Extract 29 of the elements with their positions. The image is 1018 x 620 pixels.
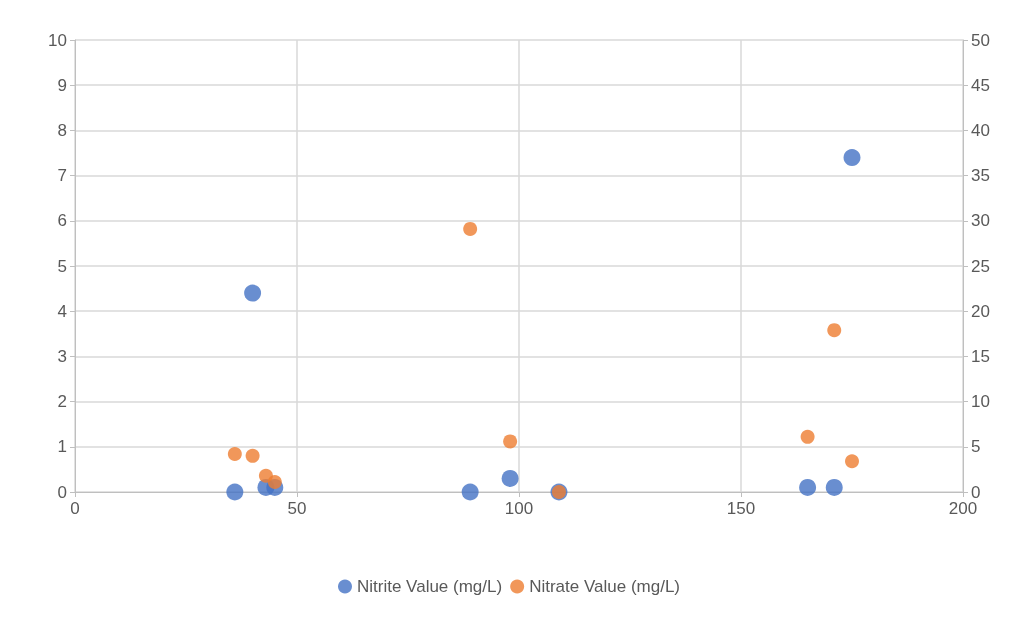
- y2-tick-label: 10: [971, 392, 990, 412]
- y2-tick-label: 35: [971, 166, 990, 186]
- y-tick-label: 2: [57, 392, 67, 412]
- y-tick-label: 3: [57, 346, 67, 366]
- y-tick-label: 1: [57, 437, 67, 457]
- x-tick-label: 100: [504, 499, 534, 518]
- y2-tick-label: 0: [971, 482, 981, 502]
- y2-tick-label: 5: [971, 437, 981, 457]
- x-tick-label: 200: [948, 499, 978, 518]
- y-tick-label: 4: [57, 301, 67, 321]
- y-tick-label: 9: [57, 75, 67, 95]
- y-tick-label: 0: [57, 482, 67, 502]
- y2-tick-label: 25: [971, 256, 990, 276]
- legend-label: Nitrite Value (mg/L): [356, 577, 503, 596]
- y2-tick-label: 20: [971, 301, 990, 321]
- x-tick-label: 0: [70, 499, 80, 518]
- y2-tick-label: 30: [971, 211, 990, 231]
- y-tick-label: 10: [48, 30, 67, 50]
- y-tick-label: 7: [57, 166, 67, 186]
- y-tick-label: 5: [57, 256, 67, 276]
- x-tick-label: 50: [287, 499, 307, 518]
- y-tick-label: 6: [57, 211, 67, 231]
- legend-label: Nitrate Value (mg/L): [529, 577, 681, 596]
- y2-tick-label: 15: [971, 346, 990, 366]
- y2-tick-label: 50: [971, 30, 990, 50]
- x-tick-label: 150: [726, 499, 756, 518]
- y2-tick-label: 45: [971, 75, 990, 95]
- y-tick-label: 8: [57, 120, 67, 140]
- y2-tick-label: 40: [971, 120, 990, 140]
